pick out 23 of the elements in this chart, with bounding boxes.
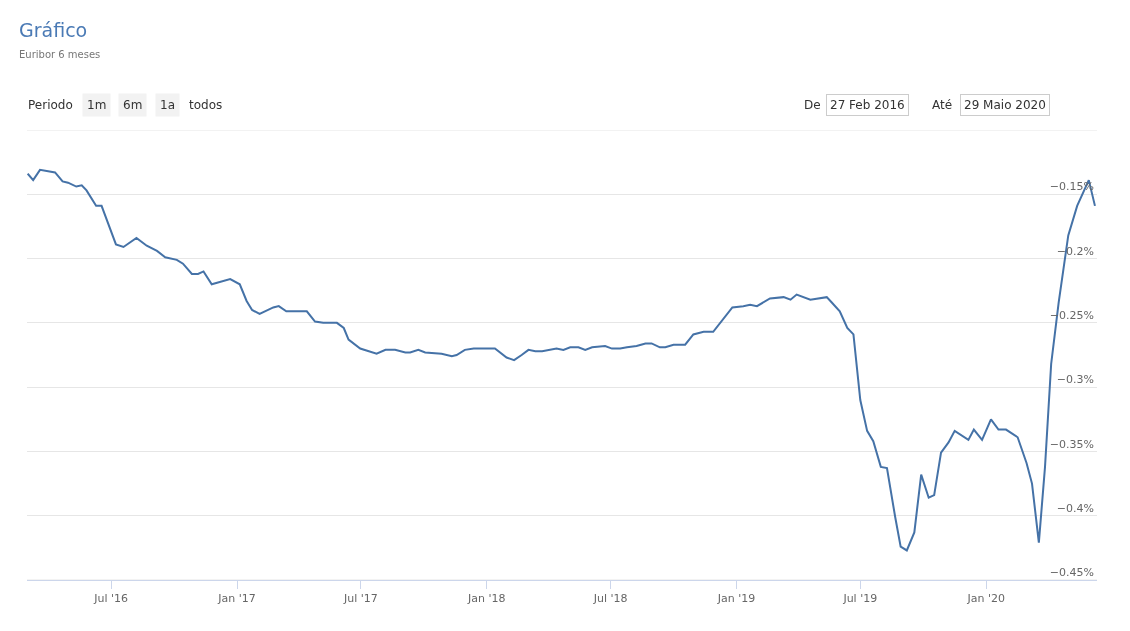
x-tick-label: Jul '17 xyxy=(342,592,378,606)
text: todos xyxy=(189,98,223,112)
y-tick-label: −0.45% xyxy=(1049,566,1094,580)
y-tick-label: −0.35% xyxy=(1049,437,1094,451)
x-tick-label: Jan '19 xyxy=(716,592,756,606)
chart-title: Gráfico xyxy=(19,19,88,41)
x-tick-label: Jul '18 xyxy=(592,592,628,606)
text: 29 Maio 2020 xyxy=(964,98,1046,112)
x-tick-label: Jan '18 xyxy=(467,592,506,606)
text: 6m xyxy=(123,98,143,112)
text: 27 Feb 2016 xyxy=(830,98,905,112)
x-tick-label: Jul '19 xyxy=(842,592,878,606)
y-tick-label: −0.3% xyxy=(1056,373,1094,387)
text: Até xyxy=(932,98,953,112)
y-tick-label: −0.4% xyxy=(1056,501,1094,515)
chart-subtitle: Euribor 6 meses xyxy=(19,49,101,60)
x-tick-label: Jan '20 xyxy=(966,592,1005,606)
x-tick-label: Jan '17 xyxy=(217,592,256,606)
text: 1a xyxy=(160,98,175,112)
text: 1m xyxy=(87,98,107,112)
x-tick-label: Jul '16 xyxy=(93,592,129,606)
text: De xyxy=(804,98,821,112)
text: Periodo xyxy=(28,98,73,112)
